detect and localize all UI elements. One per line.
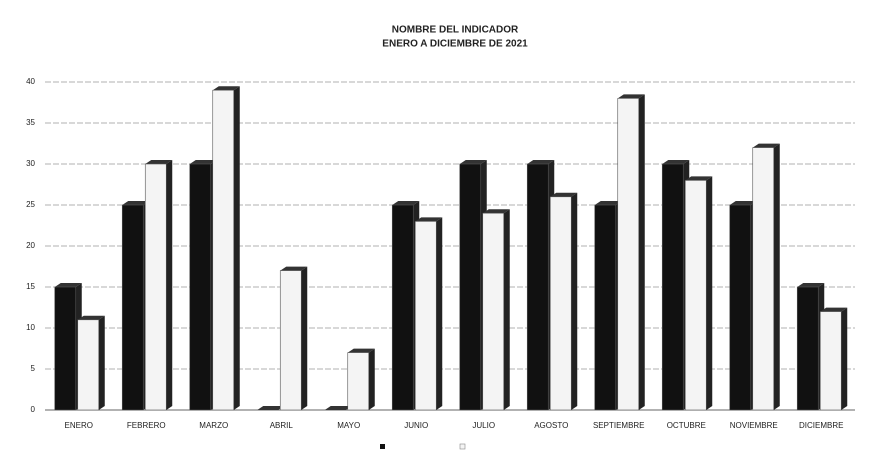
bar-face bbox=[166, 160, 173, 410]
x-tick-label: AGOSTO bbox=[534, 421, 568, 430]
y-tick-label: 25 bbox=[26, 200, 35, 209]
bar-face bbox=[279, 270, 302, 411]
bar bbox=[752, 143, 780, 411]
bar-face bbox=[233, 86, 240, 410]
y-tick-label: 20 bbox=[26, 241, 35, 250]
bar-face bbox=[144, 163, 167, 411]
bar-face bbox=[415, 217, 443, 222]
y-tick-label: 5 bbox=[31, 364, 36, 373]
bar-face bbox=[77, 319, 100, 411]
y-tick-label: 30 bbox=[26, 159, 35, 168]
chart-title: NOMBRE DEL INDICADOR bbox=[392, 25, 519, 36]
bar-face bbox=[729, 201, 757, 205]
x-tick-label: MAYO bbox=[337, 421, 360, 430]
bar-face bbox=[638, 94, 645, 411]
bar-face bbox=[145, 160, 173, 164]
bar-face bbox=[684, 180, 707, 411]
bar-face bbox=[347, 352, 370, 411]
bar-face bbox=[685, 176, 713, 181]
bar-face bbox=[392, 201, 420, 205]
bar bbox=[279, 266, 308, 411]
bar-face bbox=[503, 209, 510, 410]
legend-swatch bbox=[380, 444, 385, 449]
bar-face bbox=[280, 266, 308, 271]
legend-swatch bbox=[459, 443, 466, 450]
x-tick-label: NOVIEMBRE bbox=[730, 421, 778, 430]
bar-face bbox=[550, 192, 578, 197]
bar-face bbox=[391, 204, 414, 411]
bar bbox=[684, 176, 713, 411]
bar-face bbox=[122, 201, 150, 205]
bar-face bbox=[54, 286, 77, 411]
bar bbox=[212, 86, 240, 411]
bar-face bbox=[436, 217, 443, 410]
bar-face bbox=[189, 160, 217, 164]
bar-face bbox=[796, 286, 819, 411]
y-tick-label: 10 bbox=[26, 323, 35, 332]
x-tick-label: SEPTIEMBRE bbox=[593, 421, 645, 430]
bar-face bbox=[482, 212, 505, 411]
bar-face bbox=[617, 94, 645, 99]
bar bbox=[144, 160, 173, 411]
bar-face bbox=[706, 176, 713, 410]
x-tick-label: MARZO bbox=[199, 421, 228, 430]
bar-face bbox=[257, 406, 285, 410]
bar-face bbox=[820, 307, 848, 312]
bar bbox=[617, 94, 645, 411]
x-tick-label: ENERO bbox=[65, 421, 93, 430]
bar-face bbox=[324, 406, 352, 410]
bar-face bbox=[594, 201, 622, 205]
bar-face bbox=[368, 348, 375, 410]
bar-face bbox=[121, 204, 144, 411]
bar-face bbox=[54, 283, 82, 287]
bar-face bbox=[819, 311, 842, 411]
bar-face bbox=[212, 89, 235, 411]
x-tick-label: FEBRERO bbox=[127, 421, 166, 430]
bar-face bbox=[661, 163, 684, 411]
bar-face bbox=[797, 283, 825, 287]
x-tick-label: OCTUBRE bbox=[667, 421, 706, 430]
bar-face bbox=[459, 163, 482, 411]
x-tick-label: JULIO bbox=[472, 421, 495, 430]
bar bbox=[77, 315, 105, 411]
bar-face bbox=[841, 307, 848, 410]
bar bbox=[347, 348, 375, 411]
y-tick-label: 0 bbox=[31, 405, 36, 414]
y-tick-label: 15 bbox=[26, 282, 35, 291]
y-tick-label: 35 bbox=[26, 118, 35, 127]
x-tick-label: ABRIL bbox=[270, 421, 294, 430]
bar-face bbox=[752, 147, 775, 411]
bar-face bbox=[414, 221, 437, 411]
bar bbox=[819, 307, 848, 411]
bar-face bbox=[729, 204, 752, 411]
bar-face bbox=[662, 160, 690, 164]
bar-face bbox=[189, 163, 212, 411]
y-tick-label: 40 bbox=[26, 77, 35, 86]
bar-face bbox=[301, 266, 308, 410]
x-tick-label: JUNIO bbox=[404, 421, 428, 430]
bar-face bbox=[526, 163, 549, 411]
bar bbox=[257, 406, 285, 410]
bar-face bbox=[617, 98, 640, 411]
bar-face bbox=[571, 192, 578, 410]
bar-face bbox=[459, 160, 487, 164]
bar-face bbox=[98, 315, 105, 410]
chart-subtitle: ENERO A DICIEMBRE DE 2021 bbox=[382, 39, 528, 50]
bar bbox=[482, 209, 510, 411]
bar bbox=[414, 217, 443, 411]
bar-face bbox=[347, 348, 375, 353]
bar-face bbox=[482, 209, 510, 214]
bar-face bbox=[549, 196, 572, 411]
x-tick-label: DICIEMBRE bbox=[799, 421, 843, 430]
bar-face bbox=[77, 315, 105, 320]
bar bbox=[324, 406, 352, 410]
bar-face bbox=[594, 204, 617, 411]
bar bbox=[549, 192, 578, 411]
bar-face bbox=[773, 143, 780, 410]
bar-face bbox=[527, 160, 555, 164]
bar-face bbox=[212, 86, 240, 91]
bar-face bbox=[752, 143, 780, 148]
